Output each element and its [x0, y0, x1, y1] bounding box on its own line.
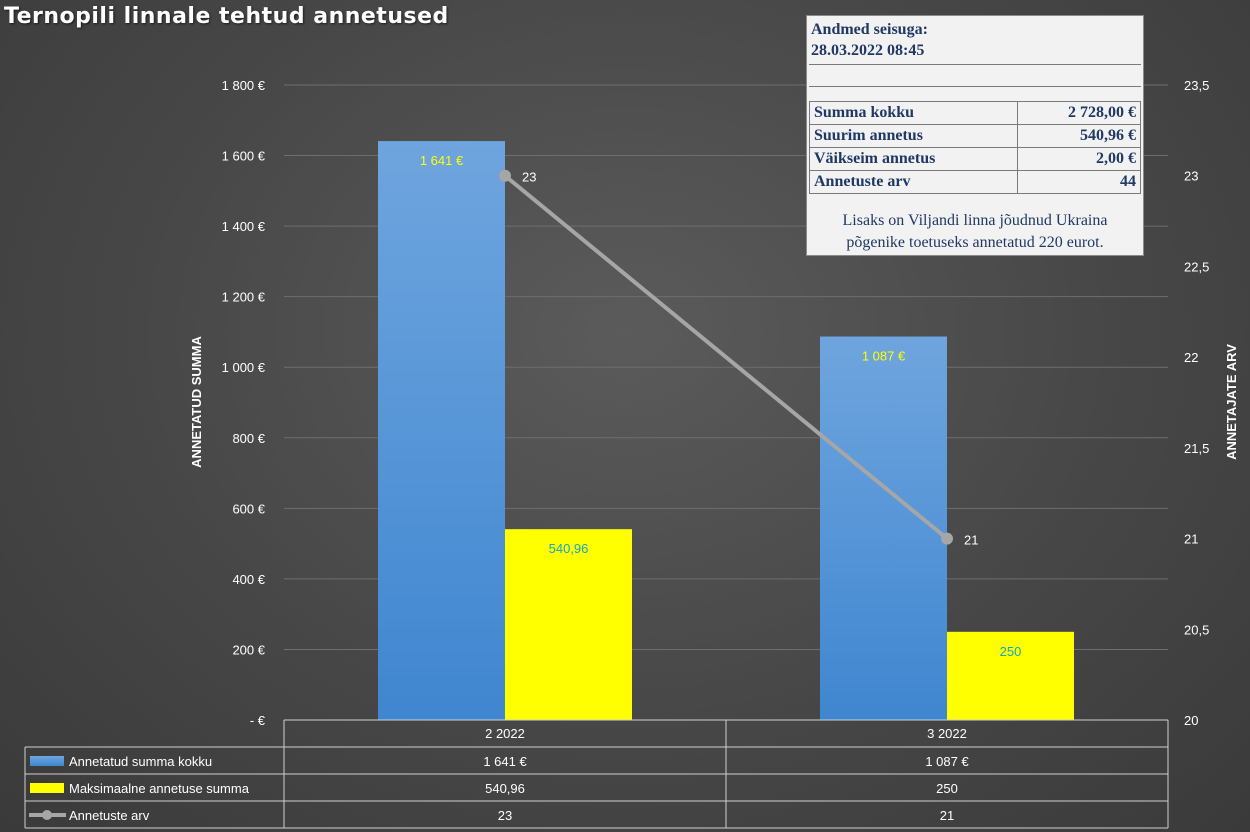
line-data-label: 21 [964, 533, 978, 548]
y-tick-label-left: 600 € [232, 501, 265, 516]
legend-label: Maksimaalne annetuse summa [69, 781, 250, 796]
y-tick-label-left: 1 000 € [222, 360, 266, 375]
bar [378, 141, 505, 720]
info-label: Annetuste arv [808, 170, 1019, 194]
legend-key [42, 810, 52, 820]
data-table: 2 2022 3 2022 Annetatud summa kokku 1 641 €… [24, 719, 1169, 829]
chart-title: Ternopili linnale tehtud annetused [4, 4, 449, 29]
info-box: Andmed seisuga: 28.03.2022 08:45 Summa k… [806, 15, 1144, 256]
y-axis-title-right: ANNETAJATE ARV [1224, 344, 1239, 460]
y-tick-label-left: 1 800 € [222, 78, 266, 93]
bar-data-label: 1 087 € [862, 349, 906, 364]
info-value: 540,96 € [1017, 124, 1141, 148]
y-axis-title-left: ANNETATUD SUMMA [189, 336, 204, 468]
data-labels: 1 641 € 540,96 1 087 € 250 23 21 [420, 153, 1022, 659]
line-point [941, 532, 953, 545]
table-cell: 250 [936, 781, 958, 796]
info-note-line: põgenike toetuseks annetatud 220 eurot. [846, 234, 1104, 251]
table-cell: 540,96 [485, 781, 525, 796]
line-series [499, 169, 953, 545]
info-divider [809, 64, 1141, 65]
y-tick-label-right: 22,5 [1184, 259, 1209, 274]
bar-data-label: 540,96 [549, 541, 589, 556]
info-label: Summa kokku [808, 101, 1019, 125]
y-tick-label-right: 21 [1184, 532, 1198, 547]
line-point [499, 169, 511, 182]
info-row: Suurim annetus 540,96 € [808, 124, 1141, 148]
table-cell: 23 [498, 808, 512, 823]
info-row: Annetuste arv 44 [808, 170, 1141, 194]
info-label: Väikseim annetus [808, 147, 1019, 171]
x-tick-label: 3 2022 [927, 726, 967, 741]
info-heading-date: 28.03.2022 08:45 [811, 42, 925, 59]
bar [947, 631, 1074, 720]
info-divider [809, 86, 1141, 87]
info-heading: Andmed seisuga: 28.03.2022 08:45 [811, 19, 928, 61]
info-row: Summa kokku 2 728,00 € [808, 101, 1141, 125]
info-value: 2,00 € [1017, 147, 1141, 171]
table-cell: 21 [940, 808, 954, 823]
y-tick-label-right: 20,5 [1184, 622, 1209, 637]
line-data-label: 23 [522, 170, 536, 185]
y-tick-label-left: 400 € [232, 572, 265, 587]
info-value: 44 [1017, 170, 1141, 194]
y-tick-label-left: - € [250, 713, 266, 728]
bar [505, 529, 632, 720]
bar-data-label: 250 [1000, 644, 1022, 659]
y-tick-label-left: 1 600 € [222, 149, 266, 164]
info-table: Summa kokku 2 728,00 € Suurim annetus 54… [808, 101, 1141, 194]
info-value: 2 728,00 € [1017, 101, 1141, 125]
y-tick-label-right: 21,5 [1184, 441, 1209, 456]
info-row: Väikseim annetus 2,00 € [808, 147, 1141, 171]
bar [820, 336, 947, 720]
y-tick-label-left: 800 € [232, 431, 265, 446]
y-tick-label-right: 23 [1184, 169, 1198, 184]
info-label: Suurim annetus [808, 124, 1019, 148]
y-tick-label-right: 20 [1184, 713, 1198, 728]
info-note-line: Lisaks on Viljandi linna jõudnud Ukraina [842, 212, 1108, 229]
table-cell: 1 087 € [925, 754, 969, 769]
y-tick-label-left: 200 € [232, 642, 265, 657]
legend-key [30, 783, 64, 793]
y-tick-label-left: 1 400 € [222, 219, 266, 234]
legend-key [30, 756, 64, 766]
legend-label: Annetuste arv [69, 808, 150, 823]
axis-ticks: 1 800 € 1 600 € 1 400 € 1 200 € 1 000 € 800 €… [222, 78, 1210, 728]
y-tick-label-left: 1 200 € [222, 290, 266, 305]
y-tick-label-right: 23,5 [1184, 78, 1209, 93]
legend-label: Annetatud summa kokku [69, 754, 212, 769]
bar-data-label: 1 641 € [420, 153, 464, 168]
y-tick-label-right: 22 [1184, 350, 1198, 365]
bars [378, 141, 1074, 720]
x-tick-label: 2 2022 [485, 726, 525, 741]
table-cell: 1 641 € [483, 754, 527, 769]
series-line [503, 174, 949, 541]
info-heading-line1: Andmed seisuga: [811, 21, 928, 38]
info-note: Lisaks on Viljandi linna jõudnud Ukraina… [815, 210, 1135, 254]
